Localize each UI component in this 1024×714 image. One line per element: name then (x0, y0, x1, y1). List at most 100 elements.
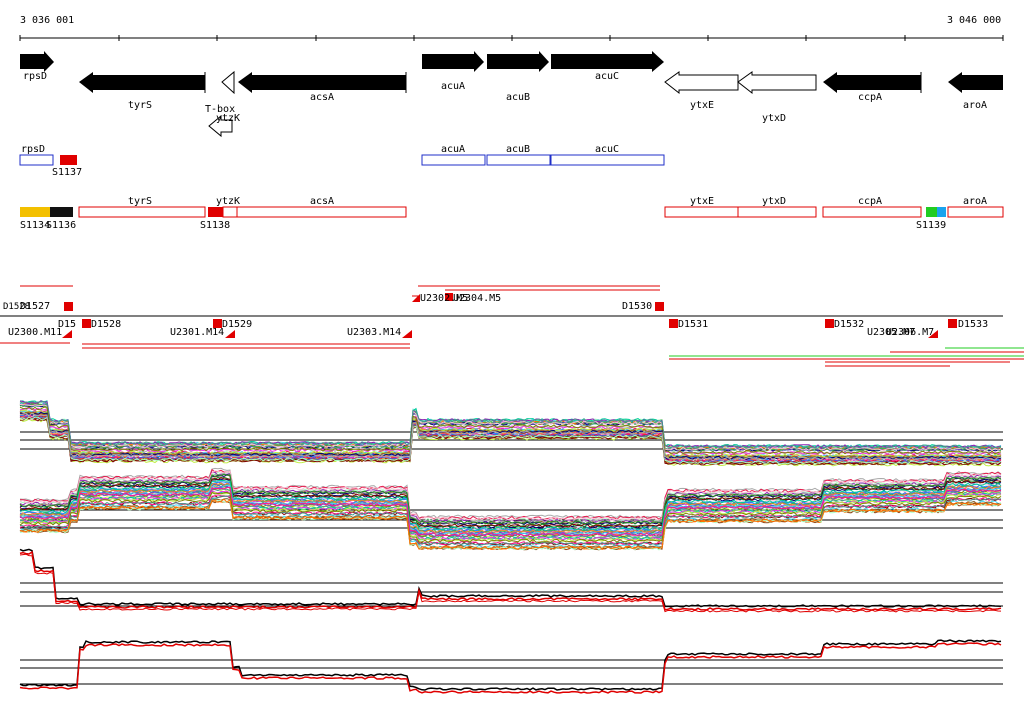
reverse-operon-track: S1134 S1136 tyrS S1138 ytzK acsA ytxE yt… (20, 196, 1004, 231)
site-label: S1138 (200, 220, 230, 231)
expression-profile-line (19, 411, 1002, 460)
gene-tyrS[interactable]: tyrS (79, 72, 206, 111)
gene-label: rpsD (23, 71, 47, 82)
site-label: S1139 (916, 220, 946, 231)
gene-label: ccpA (858, 92, 882, 103)
operon-box[interactable]: ytxD (737, 196, 817, 218)
expression-profile-line (19, 401, 1002, 450)
terminator-marker[interactable] (825, 319, 834, 328)
terminator-marker[interactable] (669, 319, 678, 328)
expression-profile-line (19, 498, 1002, 550)
site-S1134-marker[interactable] (20, 207, 50, 217)
overlap-label: U2304.M5 (453, 293, 501, 304)
expression-profile-line (19, 400, 1002, 449)
expression-profile-line (19, 488, 1002, 540)
forward-operon-track: rpsD S1137 acuA acuB acuC (19, 144, 665, 178)
expression-profile-line (19, 412, 1002, 461)
gene-label: aroA (963, 100, 987, 111)
terminator-marker[interactable] (213, 319, 222, 328)
operon-box[interactable]: tyrS (78, 196, 206, 218)
expression-profile-line (19, 480, 1002, 531)
expression-profile-line (19, 486, 1002, 537)
operon-box[interactable]: acuA (421, 144, 486, 166)
terminator-marker[interactable] (64, 302, 73, 311)
expression-profile-line (19, 406, 1002, 455)
expression-profile-line (19, 550, 1002, 611)
operon-label: acuB (506, 144, 530, 155)
gene-aroA[interactable]: aroA (948, 72, 1003, 111)
site-S1138-marker[interactable] (208, 207, 223, 217)
expression-profile-line (19, 642, 1002, 694)
gene-acuC[interactable]: acuC (551, 51, 664, 82)
gene-ytzK[interactable]: ytzK (208, 113, 240, 138)
site-S1137-marker[interactable] (60, 155, 77, 165)
operon-label: ytxE (690, 196, 714, 207)
expression-profile-line (19, 495, 1002, 546)
overlap-label: D1527 (20, 301, 50, 312)
gene-track: rpsD tyrS T-box ytzK acsA acuA acuB (20, 51, 1003, 138)
operon-label: ccpA (858, 196, 882, 207)
site-label: S1137 (52, 167, 82, 178)
start-coordinate: 3 036 001 (20, 15, 74, 26)
terminator-marker[interactable] (655, 302, 664, 311)
transcript-label: D1530 (622, 301, 652, 312)
gene-ytxE[interactable]: ytxE (664, 71, 739, 111)
operon-box[interactable]: aroA (947, 196, 1004, 218)
site-S1136-marker[interactable] (50, 207, 73, 217)
terminator-marker[interactable] (82, 319, 91, 328)
transcript-label: U2301.M14 (170, 327, 224, 338)
transcript-label: D1532 (834, 319, 864, 330)
gene-acsA[interactable]: acsA (238, 72, 407, 103)
gene-label: ytxE (690, 100, 714, 111)
expression-profile-line (19, 402, 1002, 451)
expression-profile-line (19, 482, 1002, 534)
gene-label: acuA (441, 81, 465, 92)
promoter-marker[interactable] (62, 330, 72, 338)
overlap-label: U2305.M7 (867, 327, 915, 338)
expression-profile-line (19, 476, 1002, 528)
gene-acuA[interactable]: acuA (422, 51, 484, 92)
gene-ytxD[interactable]: ytxD (737, 71, 817, 124)
expression-profile-line (19, 467, 1002, 519)
gene-label: acuB (506, 92, 530, 103)
operon-label: ytxD (762, 196, 786, 207)
operon-box[interactable]: rpsD (19, 144, 54, 166)
expression-profile-line (19, 416, 1002, 465)
terminator-marker[interactable] (948, 319, 957, 328)
promoter-marker[interactable] (412, 294, 420, 302)
expression-profile-line (19, 553, 1002, 613)
operon-box[interactable]: ytxE (664, 196, 739, 218)
site-label: S1134 (20, 220, 50, 231)
operon-label: acuC (595, 144, 619, 155)
transcript-track: D1528 D1527 D15 D1528 D1529 D1530 D1531 … (0, 285, 1024, 367)
overlap-label: D1528 (3, 302, 30, 312)
gene-label: acsA (310, 92, 334, 103)
transcript-label: D15 (58, 319, 76, 330)
expression-profile-line (19, 548, 1002, 608)
operon-box[interactable]: acsA (236, 196, 407, 218)
expression-profile-line (19, 401, 1002, 449)
operon-box[interactable]: ccpA (822, 196, 922, 218)
gene-ccpA[interactable]: ccpA (823, 72, 922, 103)
overlap-label: U2306.M7 (886, 327, 934, 338)
promoter-marker[interactable] (225, 330, 235, 338)
transcript-label: D1533 (958, 319, 988, 330)
expression-profile-line (19, 404, 1002, 451)
transcript-label: D1529 (222, 319, 252, 330)
promoter-marker[interactable] (402, 330, 412, 338)
expression-profile-line (19, 491, 1002, 543)
gene-label: ytzK (216, 113, 240, 124)
expression-profile-line (19, 478, 1002, 529)
gene-rpsD[interactable]: rpsD (20, 51, 54, 82)
transcript-label: U2303.M14 (347, 327, 401, 338)
gene-T-box[interactable]: T-box (205, 70, 235, 115)
terminator-marker[interactable] (445, 293, 453, 301)
site-S1139-marker-blue[interactable] (937, 207, 946, 217)
promoter-marker[interactable] (928, 330, 938, 338)
operon-box[interactable]: acuC (550, 144, 665, 166)
site-S1139-marker-green[interactable] (926, 207, 937, 217)
operon-box[interactable]: acuB (486, 144, 551, 166)
gene-acuB[interactable]: acuB (487, 51, 549, 103)
expression-panels (19, 400, 1003, 694)
